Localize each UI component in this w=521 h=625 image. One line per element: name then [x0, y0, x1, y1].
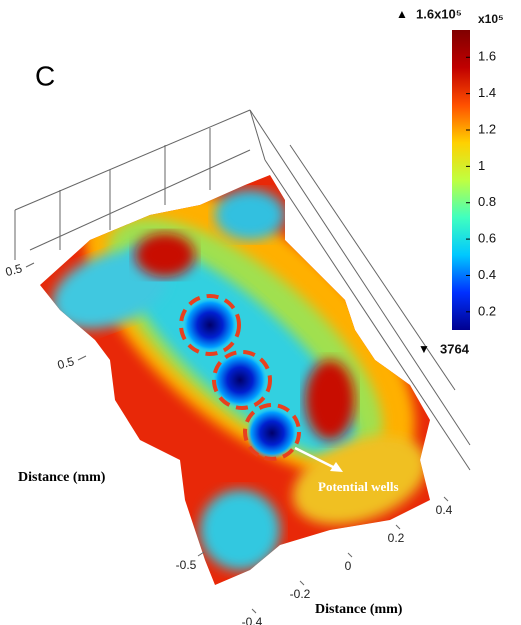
max-marker: ▲ — [396, 7, 408, 21]
min-marker: ▼ — [418, 342, 430, 356]
side-tick-label: 0.5 — [4, 261, 24, 279]
colorbar-tick-label: 1.2 — [478, 121, 496, 136]
y-tick-label: -0.5 — [176, 558, 197, 572]
colorbar-tick-label: 0.8 — [478, 194, 496, 209]
colorbar-multiplier: x10⁵ — [478, 12, 504, 26]
colorbar-max: 1.6x10⁵ — [416, 6, 462, 21]
colorbar-tick-label: 0.4 — [478, 267, 496, 282]
x-tick-label: 0.2 — [388, 531, 405, 545]
colorbar-tick-label: 0.6 — [478, 231, 496, 246]
x-tick — [300, 581, 304, 585]
side-tick — [78, 356, 86, 360]
side-tick-label: 0.5 — [56, 354, 76, 372]
colorbar-tick-label: 1.6 — [478, 49, 496, 64]
figure: Potential wells C Distance (mm) Distance… — [0, 0, 521, 625]
x-tick — [444, 497, 448, 501]
x-tick — [252, 609, 256, 613]
side-tick — [26, 263, 34, 267]
x-tick-label: 0.4 — [436, 503, 453, 517]
panel-label: C — [35, 60, 55, 91]
y-axis-label: Distance (mm) — [18, 470, 106, 485]
x-tick — [348, 553, 352, 557]
colorbar-tick-label: 1.4 — [478, 85, 496, 100]
colorbar-tick-label: 1 — [478, 158, 485, 173]
colorbar — [452, 30, 470, 330]
x-tick-label: 0 — [345, 559, 352, 573]
colorbar-tick-label: 0.2 — [478, 303, 496, 318]
x-tick-label: -0.2 — [290, 587, 311, 601]
colorbar-min: 3764 — [440, 341, 470, 356]
x-tick — [396, 525, 400, 529]
x-tick-label: -0.4 — [242, 615, 263, 625]
annotation: Potential wells — [318, 479, 399, 494]
x-axis-label: Distance (mm) — [315, 602, 403, 617]
